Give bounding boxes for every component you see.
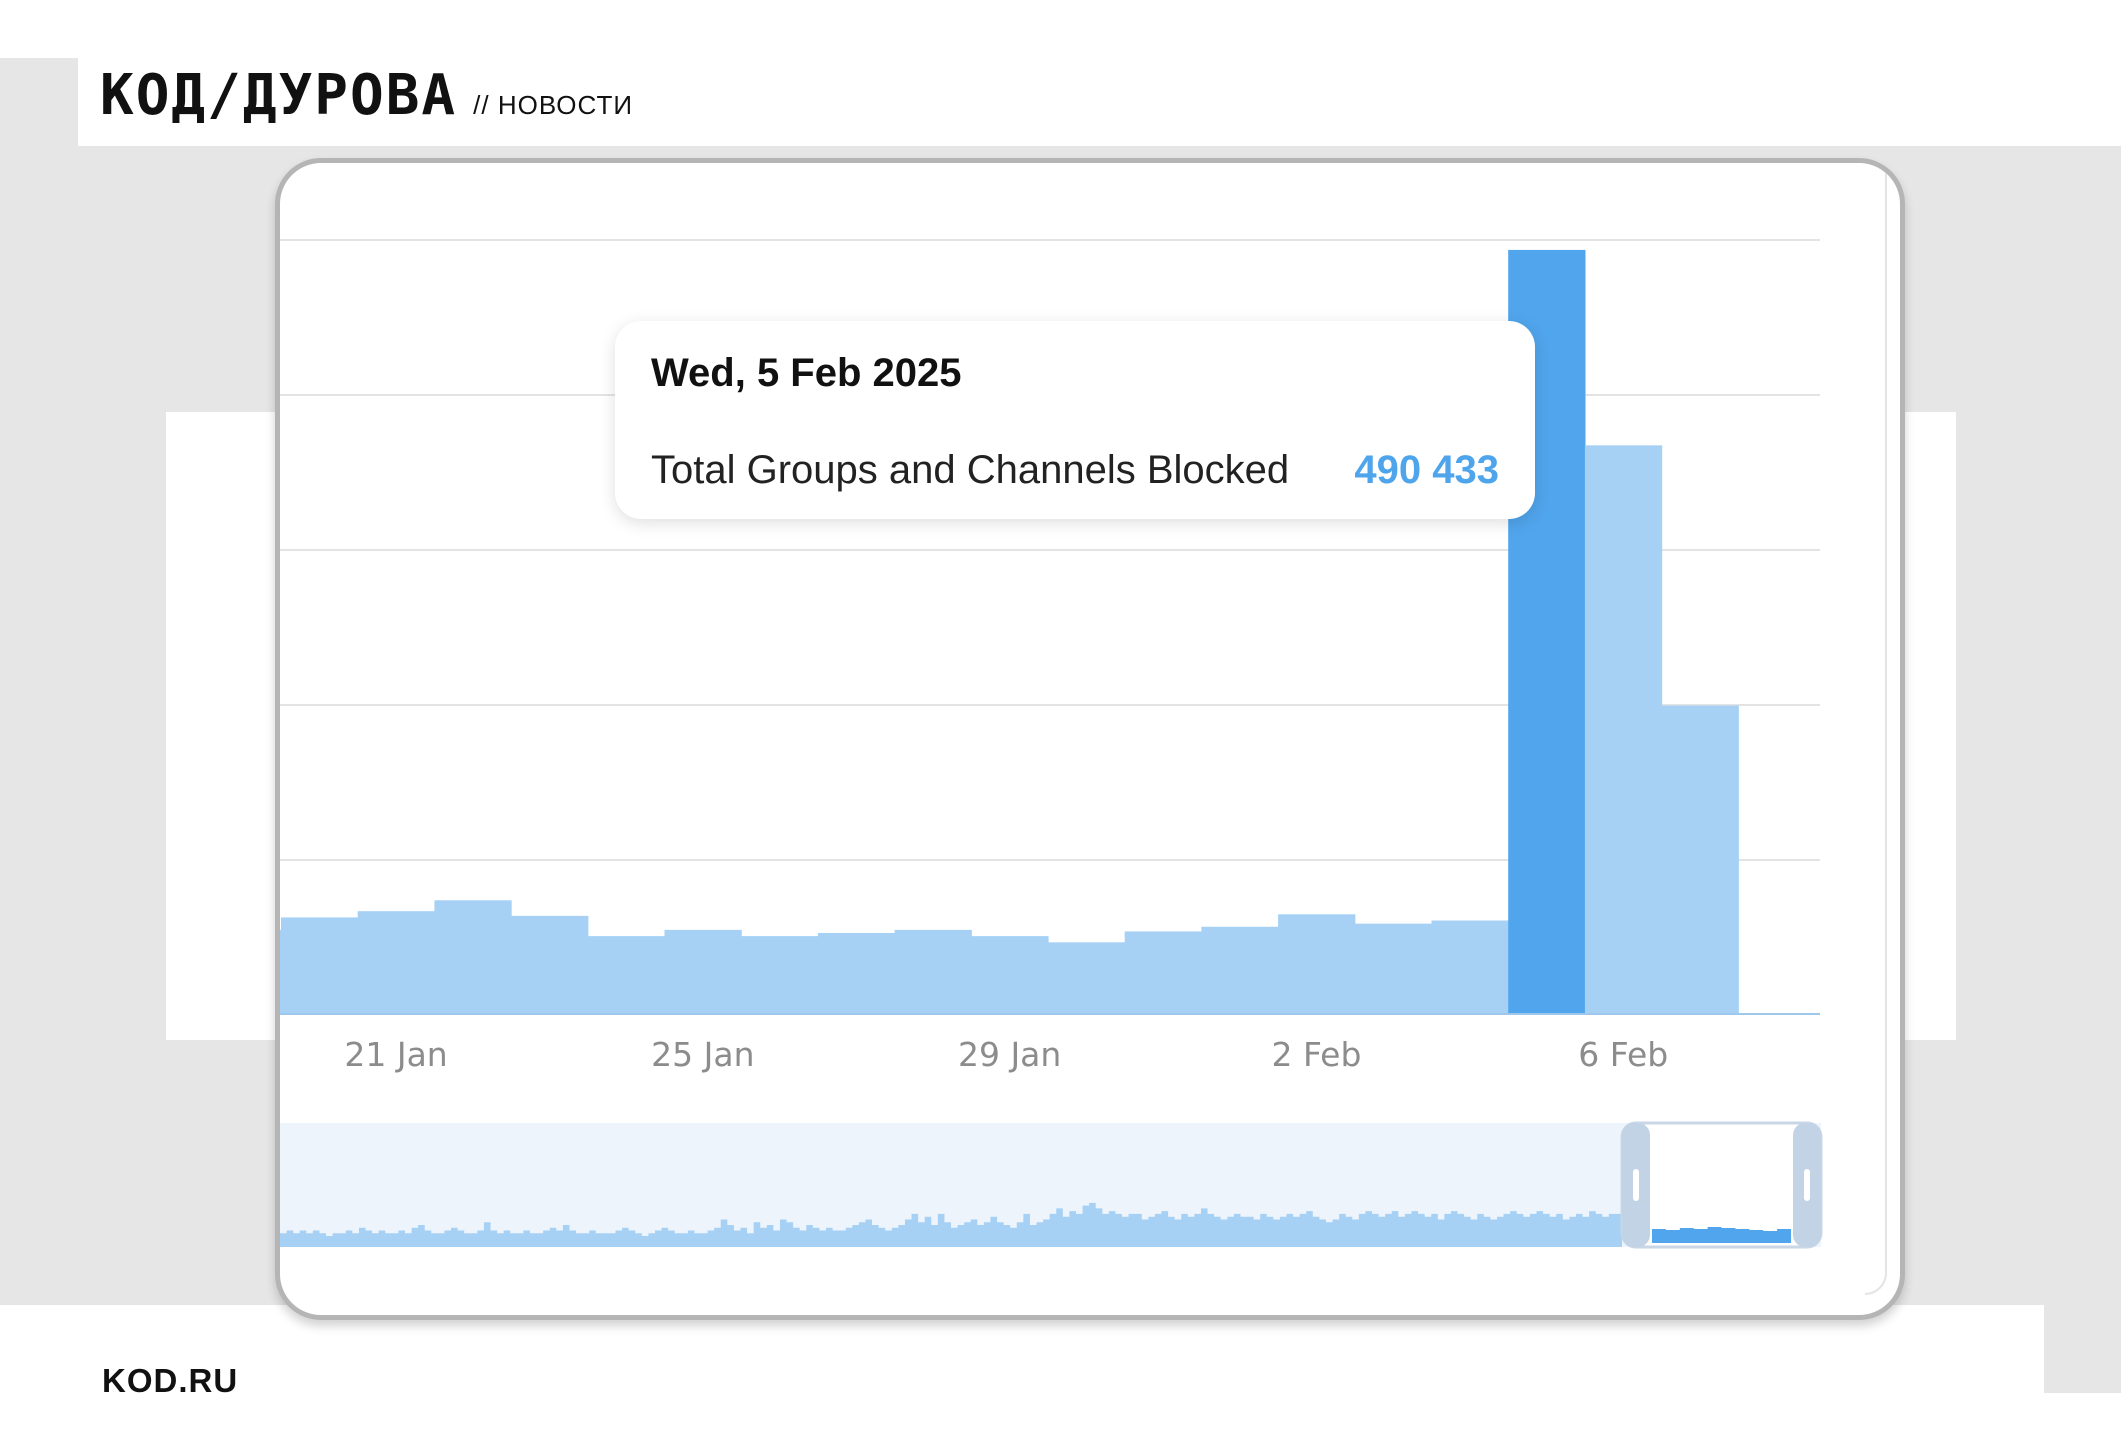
bar xyxy=(280,929,282,1014)
bar xyxy=(434,900,512,1014)
bar xyxy=(817,932,896,1014)
bar xyxy=(971,936,1049,1014)
background-block xyxy=(78,412,166,1040)
bar xyxy=(281,917,359,1014)
x-tick-label: 21 Jan xyxy=(344,1035,447,1074)
navigator-selected-series xyxy=(1652,1227,1791,1243)
bar xyxy=(511,915,589,1014)
x-tick-label: 6 Feb xyxy=(1578,1035,1668,1074)
chart-card: 21 Jan 25 Jan 29 Jan 2 Feb 6 Feb Wed, 5 Feb … xyxy=(275,158,1905,1320)
x-tick-label: 29 Jan xyxy=(958,1035,1061,1074)
navigator-mini-series xyxy=(280,1202,1622,1247)
bar xyxy=(587,936,666,1014)
brand-header: КОД/ДУРОВА // НОВОСТИ xyxy=(100,68,633,124)
bar xyxy=(357,911,435,1014)
bar xyxy=(1048,942,1126,1014)
section-label[interactable]: // НОВОСТИ xyxy=(473,90,634,120)
x-axis-ticks: 21 Jan 25 Jan 29 Jan 2 Feb 6 Feb xyxy=(344,1035,1668,1074)
bar xyxy=(1278,914,1356,1014)
bar xyxy=(1201,926,1279,1014)
tooltip-value: 490 433 xyxy=(1354,448,1499,492)
bar xyxy=(1124,931,1202,1014)
tooltip-series-label: Total Groups and Channels Blocked xyxy=(651,448,1290,492)
tooltip-date: Wed, 5 Feb 2025 xyxy=(651,351,962,395)
x-tick-label: 2 Feb xyxy=(1271,1035,1361,1074)
bar xyxy=(1584,445,1663,1015)
bar xyxy=(894,929,972,1014)
bar xyxy=(1354,923,1433,1014)
background-block xyxy=(0,58,78,1305)
range-navigator xyxy=(280,1121,1823,1249)
navigator-handle-grip xyxy=(1804,1169,1810,1201)
background-block xyxy=(2044,1305,2121,1393)
bar xyxy=(1431,920,1509,1014)
background-block xyxy=(1956,412,2121,1040)
chart-tooltip: Wed, 5 Feb 2025 Total Groups and Channel… xyxy=(615,321,1535,519)
bar xyxy=(1661,705,1739,1014)
bar xyxy=(664,929,742,1014)
x-tick-label: 25 Jan xyxy=(651,1035,754,1074)
site-logo[interactable]: КОД/ДУРОВА xyxy=(100,63,458,128)
navigator-handle-grip xyxy=(1633,1169,1639,1201)
footer-site-link[interactable]: KOD.RU xyxy=(102,1362,239,1399)
bar xyxy=(741,936,819,1014)
